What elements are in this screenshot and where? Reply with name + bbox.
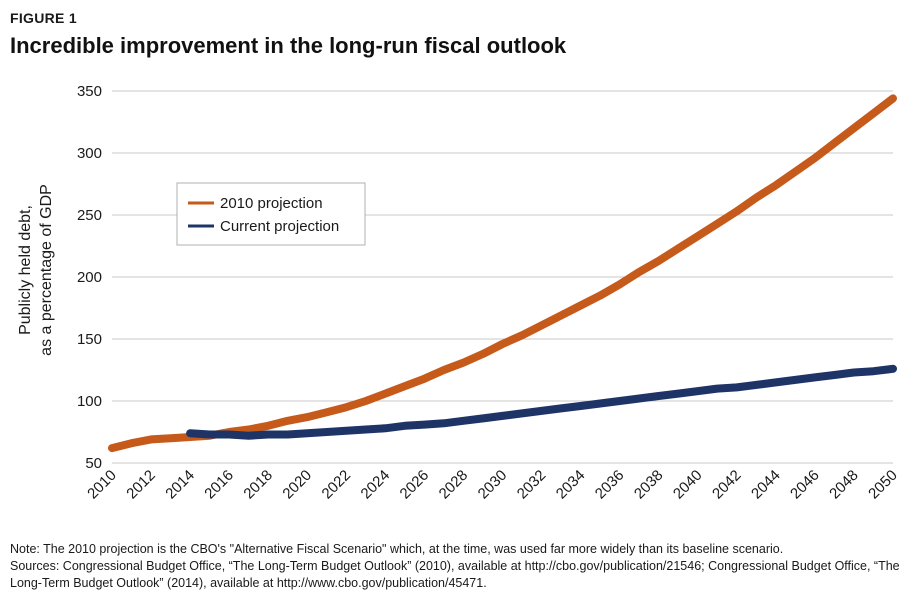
x-tick-label: 2042 [709,467,745,503]
sources-text: Sources: Congressional Budget Office, “T… [10,559,900,590]
y-tick-label: 300 [77,145,102,162]
y-axis-title-line-2: as a percentage of GDP [38,184,55,356]
chart-note: Note: The 2010 projection is the CBO's "… [10,541,902,592]
x-tick-label: 2020 [279,467,315,503]
x-tick-label: 2022 [319,467,355,503]
series-lines [108,94,897,453]
x-tick-label: 2036 [592,467,628,503]
y-tick-label: 50 [85,455,102,472]
note-text: Note: The 2010 projection is the CBO's "… [10,542,784,556]
x-tick-label: 2050 [865,467,901,503]
y-axis-title-line-1: Publicly held debt, [17,205,34,335]
x-tick-label: 2012 [123,467,159,503]
series-line-current-projection [186,364,897,440]
y-tick-label: 350 [77,83,102,100]
figure-label: FIGURE 1 [10,10,77,26]
x-tick-label: 2048 [826,467,862,503]
legend-label-2010-projection: 2010 projection [220,195,323,212]
series-line-2010-projection [108,94,897,453]
x-tick-label: 2030 [475,467,511,503]
gridlines [112,90,893,464]
x-tick-label: 2024 [358,467,394,503]
x-tick-label: 2014 [162,467,198,503]
x-tick-label: 2010 [84,467,120,503]
x-tick-label: 2018 [240,467,276,503]
y-tick-label: 150 [77,331,102,348]
legend: 2010 projection Current projection [176,182,366,246]
x-axis-ticks: 2010 2012 2014 2016 2018 2020 2022 2024 2026 2028… [84,467,901,503]
x-tick-label: 2040 [670,467,706,503]
y-tick-label: 200 [77,269,102,286]
chart-title: Incredible improvement in the long-run f… [10,33,567,58]
x-tick-label: 2026 [397,467,433,503]
legend-box [176,182,366,246]
x-tick-label: 2044 [748,467,784,503]
x-tick-label: 2028 [436,467,472,503]
x-tick-label: 2046 [787,467,823,503]
x-tick-label: 2032 [514,467,550,503]
x-tick-label: 2034 [553,467,589,503]
y-axis-title: Publicly held debt, as a percentage of G… [17,184,55,356]
y-tick-label: 250 [77,207,102,224]
y-axis-ticks: 50 100 150 200 250 300 350 [77,83,102,472]
y-tick-label: 100 [77,393,102,410]
x-tick-label: 2016 [201,467,237,503]
legend-label-current-projection: Current projection [220,218,339,235]
x-tick-label: 2038 [631,467,667,503]
